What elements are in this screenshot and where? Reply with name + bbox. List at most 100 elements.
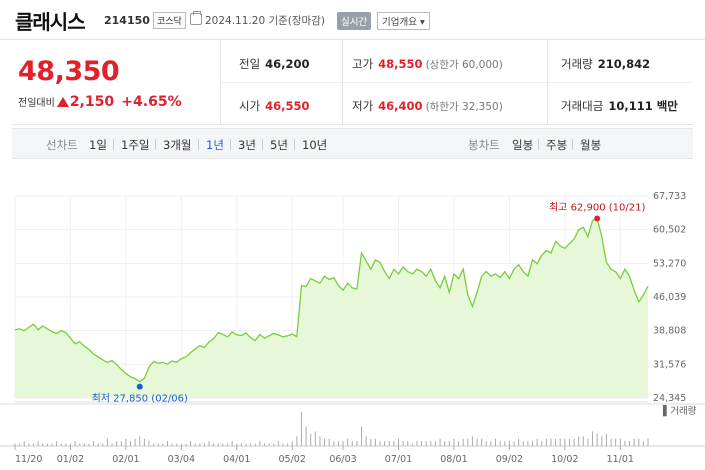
volume-bar	[42, 443, 44, 446]
company-overview-dropdown[interactable]: 기업개요 ▾	[377, 12, 430, 30]
volume-bar	[578, 436, 580, 446]
prev-close-value: 46,200	[265, 57, 310, 71]
low-label: 최저 27,850 (02/06)	[92, 393, 188, 405]
volume-bar	[527, 441, 529, 446]
volume-bar	[250, 443, 252, 446]
low-label: 저가	[352, 99, 374, 113]
x-tick-label: 09/02	[496, 454, 523, 465]
volume-bar	[351, 441, 353, 446]
low-value: 46,400	[378, 99, 423, 113]
realtime-button[interactable]: 실시간	[337, 12, 372, 30]
x-tick-label: 10/02	[551, 454, 578, 465]
period-divider	[538, 139, 539, 150]
volume-bar	[310, 433, 312, 446]
volume-bar	[324, 438, 326, 446]
volume-bar	[388, 441, 390, 446]
x-tick-label: 11/01	[607, 454, 634, 465]
volume-bar	[370, 438, 372, 446]
high-label: 고가	[352, 57, 374, 71]
y-tick-label: 38,808	[653, 326, 686, 337]
period-1y[interactable]: 1년	[206, 138, 224, 152]
volume-bar	[277, 441, 279, 446]
x-tick-label: 06/03	[329, 454, 356, 465]
candle-weekly[interactable]: 주봉	[546, 138, 568, 152]
volume-bar	[93, 441, 95, 446]
open-cell: 시가 46,550	[239, 98, 310, 114]
price-chart[interactable]: 최고 62,900 (10/21) 최저 27,850 (02/06) 67,73…	[0, 178, 705, 470]
volume-bar	[60, 443, 62, 446]
calendar-icon	[190, 11, 202, 25]
volume-bar	[361, 426, 363, 446]
volume-bar	[213, 443, 215, 446]
volume-bar	[166, 441, 168, 446]
volume-bar	[439, 438, 441, 446]
volume-bar	[236, 443, 238, 446]
period-1d[interactable]: 1일	[89, 138, 107, 152]
prev-close-label: 전일	[239, 57, 261, 71]
volume-bar	[139, 436, 141, 446]
volume-bar	[273, 443, 275, 446]
volume-bar	[314, 431, 316, 446]
volume-bar	[291, 441, 293, 446]
volume-bar	[638, 438, 640, 446]
period-1w[interactable]: 1주일	[121, 138, 150, 152]
period-divider	[572, 139, 573, 150]
volume-bar	[106, 438, 108, 446]
volume-bar	[79, 443, 81, 446]
x-tick-label: 03/04	[168, 454, 195, 465]
volume-bar	[65, 443, 67, 446]
y-tick-label: 24,345	[653, 393, 686, 404]
volume-bar	[462, 438, 464, 446]
volume-bar	[300, 412, 302, 446]
volume-bar	[615, 438, 617, 446]
volume-bar	[74, 441, 76, 446]
volume-bar	[356, 441, 358, 446]
volume-bar	[319, 436, 321, 446]
volume-bar	[545, 438, 547, 446]
volume-bar	[541, 441, 543, 446]
volume-bar	[227, 443, 229, 446]
volume-cell: 거래량 210,842	[561, 56, 650, 72]
amount-cell: 거래대금 10,111 백만	[561, 98, 678, 114]
volume-bar	[46, 443, 48, 446]
volume-bar	[564, 438, 566, 446]
volume-bar	[28, 443, 30, 446]
volume-bar	[194, 443, 196, 446]
price-panel: 48,350 전일대비 2,150 +4.65% 전일 46,200 고가 48,55…	[12, 40, 693, 125]
candle-chart-label: 봉차트	[468, 138, 500, 152]
volume-bar	[32, 443, 34, 446]
open-value: 46,550	[265, 99, 310, 113]
period-10y[interactable]: 10년	[302, 138, 328, 152]
volume-bar	[642, 441, 644, 446]
volume-bar	[499, 441, 501, 446]
stock-code: 214150	[104, 14, 150, 27]
candle-daily[interactable]: 일봉	[512, 138, 534, 152]
candle-monthly[interactable]: 월봉	[580, 138, 602, 152]
volume-bar	[185, 443, 187, 446]
y-tick-label: 31,576	[653, 359, 686, 370]
volume-bar	[125, 438, 127, 446]
up-triangle-icon	[56, 97, 69, 107]
period-3m[interactable]: 3개월	[163, 138, 192, 152]
volume-bar	[485, 441, 487, 446]
volume-bar	[476, 438, 478, 446]
volume-bar	[508, 441, 510, 446]
volume-bar	[208, 441, 210, 446]
period-divider	[262, 139, 263, 150]
volume-bar	[328, 438, 330, 446]
period-5y[interactable]: 5년	[270, 138, 288, 152]
volume-bar	[647, 438, 649, 446]
y-tick-label: 67,733	[653, 191, 686, 202]
volume-bar	[416, 441, 418, 446]
prev-close-cell: 전일 46,200	[239, 56, 310, 72]
low-marker	[136, 383, 143, 390]
volume-bar	[19, 443, 21, 446]
volume-bar	[240, 443, 242, 446]
volume-bar	[130, 441, 132, 446]
volume-bar	[305, 426, 307, 446]
volume-bar	[550, 438, 552, 446]
volume-bar	[522, 441, 524, 446]
x-tick-label: 02/01	[112, 454, 139, 465]
stats-column-divider	[342, 40, 343, 125]
period-3y[interactable]: 3년	[238, 138, 256, 152]
